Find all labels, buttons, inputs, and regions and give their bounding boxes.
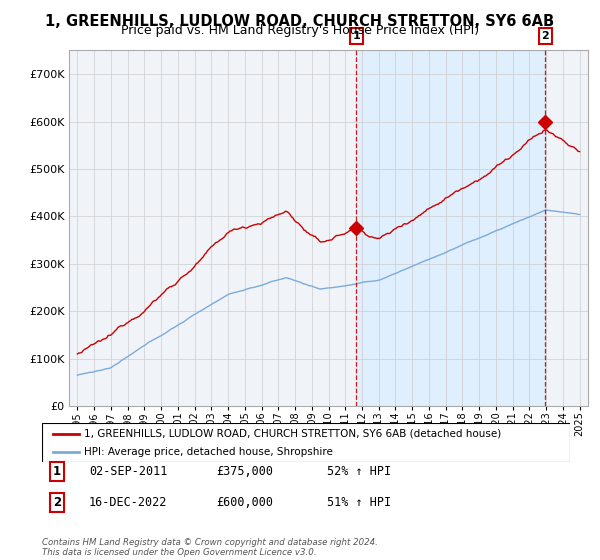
Text: 1: 1 <box>353 31 361 41</box>
FancyBboxPatch shape <box>42 423 570 462</box>
Text: £600,000: £600,000 <box>216 496 273 509</box>
Text: 1, GREENHILLS, LUDLOW ROAD, CHURCH STRETTON, SY6 6AB: 1, GREENHILLS, LUDLOW ROAD, CHURCH STRET… <box>46 14 554 29</box>
Text: 2: 2 <box>542 31 550 41</box>
Text: 1: 1 <box>53 465 61 478</box>
Text: £375,000: £375,000 <box>216 465 273 478</box>
Text: HPI: Average price, detached house, Shropshire: HPI: Average price, detached house, Shro… <box>84 447 333 457</box>
Text: 1, GREENHILLS, LUDLOW ROAD, CHURCH STRETTON, SY6 6AB (detached house): 1, GREENHILLS, LUDLOW ROAD, CHURCH STRET… <box>84 429 502 439</box>
Text: 52% ↑ HPI: 52% ↑ HPI <box>327 465 391 478</box>
Text: Contains HM Land Registry data © Crown copyright and database right 2024.
This d: Contains HM Land Registry data © Crown c… <box>42 538 378 557</box>
Text: 02-SEP-2011: 02-SEP-2011 <box>89 465 167 478</box>
Text: 2: 2 <box>53 496 61 509</box>
Text: Price paid vs. HM Land Registry's House Price Index (HPI): Price paid vs. HM Land Registry's House … <box>121 24 479 37</box>
Text: 16-DEC-2022: 16-DEC-2022 <box>89 496 167 509</box>
Bar <box>356 50 545 406</box>
Text: 51% ↑ HPI: 51% ↑ HPI <box>327 496 391 509</box>
